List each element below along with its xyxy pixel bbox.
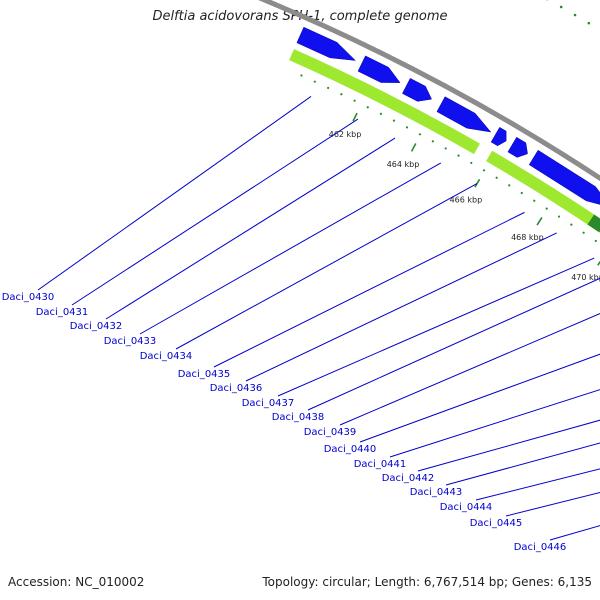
gene-label: Daci_0443	[410, 487, 463, 498]
gene-label: Daci_0441	[354, 459, 407, 470]
gene-label: Daci_0437	[242, 398, 295, 409]
gene-label: Daci_0446	[514, 542, 567, 553]
gene-leader-line	[417, 419, 600, 472]
skew-dot	[353, 99, 356, 102]
kbp-label: 466 kbp	[450, 196, 483, 205]
gene-label: Daci_0444	[440, 502, 493, 513]
gene-leader-line	[105, 137, 396, 320]
gc-dot	[559, 5, 563, 9]
gene-label: Daci_0439	[304, 427, 357, 438]
cds-arrow	[402, 77, 432, 102]
gene-label: Daci_0430	[2, 292, 55, 303]
cds-arrow	[528, 149, 600, 205]
gene-leader-line	[505, 491, 600, 517]
kbp-label: 470 kbp	[571, 273, 600, 282]
kbp-tick	[410, 143, 417, 152]
skew-dot	[431, 140, 434, 143]
skew-dot	[379, 112, 382, 115]
gene-leader-line	[339, 313, 600, 426]
gene-leader-line	[213, 211, 525, 368]
skew-dot	[582, 231, 585, 234]
skew-dot	[470, 161, 473, 165]
skew-dot	[545, 207, 548, 210]
gene-label: Daci_0440	[324, 444, 377, 455]
kbp-label: 462 kbp	[329, 130, 362, 139]
kbp-label: 468 kbp	[511, 233, 544, 242]
genome-summary: Topology: circular; Length: 6,767,514 bp…	[262, 575, 592, 589]
kbp-tick	[474, 178, 481, 188]
gene-leader-line	[245, 232, 557, 382]
gene-label: Daci_0434	[140, 351, 193, 362]
skew-dot	[594, 239, 597, 243]
skew-dot	[533, 199, 536, 202]
gene-leader-line	[475, 468, 600, 501]
skew-dot	[300, 74, 303, 77]
kbp-label: 464 kbp	[387, 160, 420, 169]
gene-label: Daci_0442	[382, 473, 435, 484]
cds-arrow	[357, 55, 401, 83]
skew-dot	[392, 119, 396, 122]
skew-dot	[457, 154, 460, 157]
skew-dot	[366, 106, 369, 109]
skew-dot	[444, 147, 447, 150]
cds-arrow	[296, 26, 356, 61]
gc-dot	[587, 21, 591, 25]
cds-arrow	[507, 136, 528, 158]
gene-leader-line	[359, 353, 600, 443]
kbp-tick	[597, 260, 600, 266]
skew-dot	[570, 223, 573, 226]
gene-label: Daci_0432	[70, 321, 123, 332]
skew-dot	[327, 86, 330, 90]
gene-leader-line	[277, 257, 595, 397]
gc-dot	[573, 13, 577, 17]
gene-leader-line	[71, 118, 359, 306]
gene-label: Daci_0445	[470, 518, 523, 529]
skew-dot	[405, 126, 409, 129]
skew-dot	[557, 215, 561, 218]
gene-label: Daci_0431	[36, 307, 89, 318]
gene-bar	[289, 49, 480, 155]
skew-dot	[520, 191, 523, 195]
skew-dot	[418, 133, 422, 136]
cds-arrow	[490, 126, 507, 147]
gene-leader-line	[389, 389, 600, 458]
skew-dot	[495, 176, 498, 179]
gene-leader-line	[445, 442, 600, 486]
gene-leader-line	[307, 277, 600, 411]
kbp-tick	[352, 112, 358, 122]
gene-leader-line	[139, 162, 442, 335]
gene-label: Daci_0433	[104, 336, 157, 347]
cds-arrow	[436, 96, 492, 133]
gene-label: Daci_0435	[178, 369, 231, 380]
gene-leader-line	[37, 96, 312, 291]
kbp-tick	[536, 217, 543, 226]
gene-label: Daci_0436	[210, 383, 263, 394]
skew-dot	[482, 169, 486, 172]
gene-leader-line	[549, 525, 600, 541]
gene-bar	[486, 150, 600, 233]
gene-bar-highlight	[587, 214, 600, 233]
gene-label: Daci_0438	[272, 412, 325, 423]
gene-leader-line	[175, 183, 478, 350]
skew-dot	[508, 184, 511, 187]
accession-label: Accession: NC_010002	[8, 575, 145, 589]
skew-dot	[313, 80, 316, 83]
skew-dot	[340, 93, 343, 96]
